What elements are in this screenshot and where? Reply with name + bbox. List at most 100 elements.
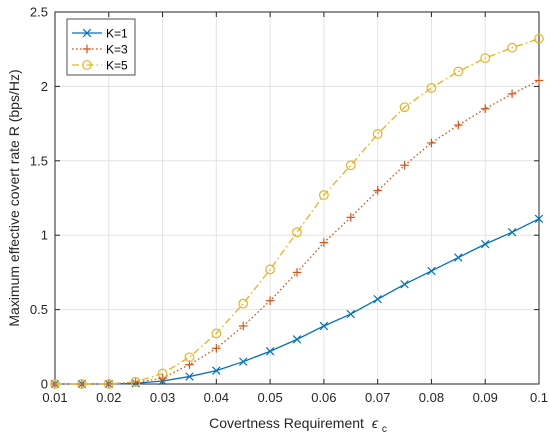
data-point <box>399 102 410 113</box>
marker-stroke <box>400 280 409 289</box>
x-tick-label: 0.03 <box>150 390 175 405</box>
marker-stroke <box>373 294 382 304</box>
x-tick-label: 0.1 <box>530 390 548 405</box>
data-point <box>238 357 248 366</box>
marker-stroke <box>454 253 463 262</box>
data-point <box>211 328 222 339</box>
data-point <box>157 368 168 379</box>
axis-ticks: 0.01 0.02 0.03 0.04 0.05 0.06 0.07 0.08 0.09 0.1 0… <box>30 5 548 406</box>
x-tick-label: 0.05 <box>257 390 282 405</box>
y-tick-label: 1 <box>41 228 48 243</box>
data-point <box>454 120 463 130</box>
data-point <box>238 298 249 309</box>
data-point <box>130 376 141 387</box>
x-axis-label-subscript: c <box>382 424 387 435</box>
data-point <box>345 160 356 171</box>
x-tick-label: 0.04 <box>204 390 229 405</box>
y-tick-label: 2.5 <box>30 5 48 20</box>
marker-stroke <box>319 321 329 331</box>
legend-marker <box>82 60 92 70</box>
data-point <box>534 76 544 85</box>
data-point <box>507 89 517 99</box>
data-point <box>212 343 221 353</box>
series-k-3 <box>50 76 544 389</box>
x-tick-label: 0.07 <box>365 390 390 405</box>
data-point <box>292 268 302 277</box>
data-point <box>426 82 437 93</box>
data-point <box>534 33 544 44</box>
series-layer <box>50 33 544 389</box>
data-point <box>507 42 518 53</box>
data-point <box>534 214 544 224</box>
marker-stroke <box>238 357 248 366</box>
legend-box <box>66 18 136 76</box>
data-point <box>318 190 329 200</box>
data-point <box>76 379 87 389</box>
marker-stroke <box>82 28 92 38</box>
data-point <box>103 379 114 389</box>
data-point <box>454 253 463 262</box>
y-tick-label: 1.5 <box>30 153 48 168</box>
marker-stroke <box>507 227 517 237</box>
data-point <box>104 379 114 389</box>
marker-stroke <box>185 372 194 381</box>
series-line <box>55 79 540 385</box>
data-point <box>346 213 356 222</box>
series-k-1 <box>50 214 544 389</box>
data-point <box>185 372 194 381</box>
data-point <box>480 53 491 64</box>
y-tick-label: 0 <box>41 377 48 392</box>
data-point <box>480 239 490 249</box>
series-k-5 <box>50 33 544 389</box>
marker-stroke <box>212 366 221 375</box>
legend-marker <box>82 44 92 54</box>
series-line <box>55 38 540 385</box>
data-point <box>373 186 382 195</box>
data-point <box>212 366 221 375</box>
legend-label: K=1 <box>106 27 128 41</box>
y-tick-label: 2 <box>41 79 48 94</box>
data-point <box>427 266 436 276</box>
plot-frame <box>54 11 540 385</box>
legend-marker <box>82 28 92 38</box>
data-point <box>427 138 436 148</box>
data-point <box>265 264 276 275</box>
marker-stroke <box>480 239 490 249</box>
data-point <box>265 347 275 356</box>
x-axis-label-text: Covertness Requirement <box>209 415 364 431</box>
legend-entry: K=1 <box>72 27 128 41</box>
legend-entry: K=3 <box>72 43 128 57</box>
data-point <box>184 352 195 363</box>
data-point <box>373 294 382 304</box>
marker-stroke <box>265 347 275 356</box>
data-point <box>400 280 409 289</box>
x-tick-label: 0.08 <box>419 390 444 405</box>
data-point <box>319 238 329 247</box>
y-axis-label: Maximum effective covert rate R (bps/Hz) <box>6 69 22 326</box>
data-point <box>507 227 517 237</box>
marker-stroke <box>427 266 436 276</box>
data-point <box>292 227 302 238</box>
x-axis-label-symbol: ϵ <box>372 415 379 431</box>
data-point <box>50 379 60 389</box>
y-tick-label: 0.5 <box>30 302 48 317</box>
marker-stroke <box>292 335 302 344</box>
data-point <box>480 104 490 114</box>
data-point <box>238 321 248 331</box>
data-point <box>453 66 464 77</box>
legend-label: K=3 <box>106 43 128 57</box>
data-point <box>265 296 275 305</box>
x-axis-label: Covertness Requirement ϵ c <box>209 415 387 435</box>
data-point <box>346 309 356 319</box>
data-point <box>372 129 383 139</box>
series-line <box>55 218 540 385</box>
legend-entry: K=5 <box>72 59 128 73</box>
grid <box>55 12 539 384</box>
x-tick-label: 0.09 <box>473 390 498 405</box>
data-point <box>400 160 409 170</box>
marker-stroke <box>534 214 544 224</box>
legend-label: K=5 <box>106 59 128 73</box>
data-point <box>319 321 329 331</box>
data-point <box>292 335 302 344</box>
